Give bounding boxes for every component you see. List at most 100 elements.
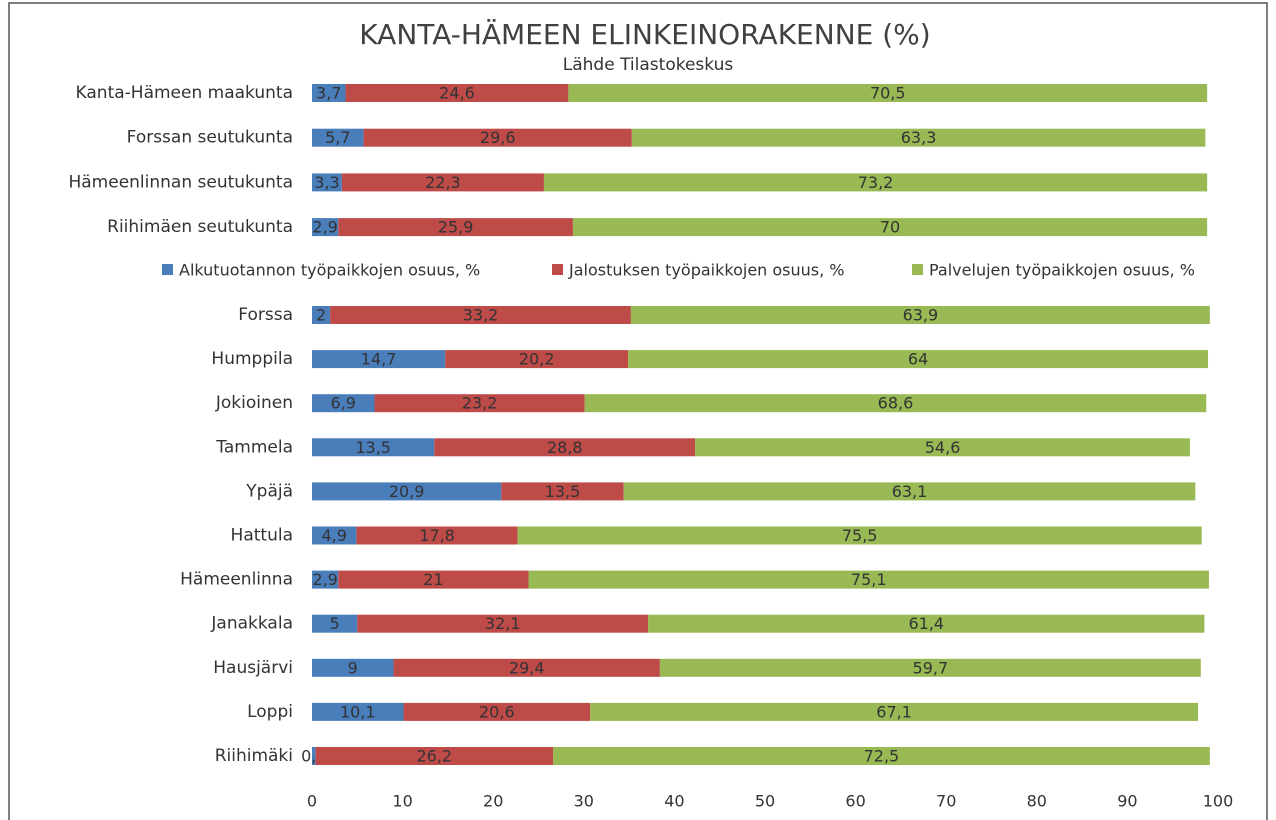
- bar-segment: [631, 128, 1206, 147]
- data-label: 10,1: [340, 702, 376, 721]
- data-label: 24,6: [439, 84, 475, 103]
- data-label: 3,3: [314, 173, 339, 192]
- data-label: 75,5: [842, 526, 878, 545]
- data-label: 20,2: [519, 350, 555, 369]
- y-tick-label: Loppi: [247, 702, 293, 722]
- data-label: 26,2: [416, 747, 452, 766]
- chart-title: KANTA-HÄMEEN ELINKEINORAKENNE (%): [359, 18, 930, 51]
- data-label: 75,1: [851, 570, 887, 589]
- data-label: 29,6: [480, 128, 516, 147]
- bar-segment: [543, 173, 1208, 192]
- x-tick-label: 70: [936, 792, 956, 811]
- y-tick-label: Hausjärvi: [213, 658, 293, 678]
- bar-segment: [338, 570, 529, 589]
- data-label: 70,5: [870, 84, 906, 103]
- data-label: 4,9: [321, 526, 346, 545]
- legend-swatch: [162, 264, 173, 275]
- legend-label: Palvelujen työpaikkojen osuus, %: [929, 261, 1195, 280]
- data-label: 63,1: [892, 482, 928, 501]
- data-label: 33,2: [463, 306, 499, 325]
- data-label: 14,7: [361, 350, 397, 369]
- bar-segment: [517, 526, 1202, 545]
- data-label: 22,3: [425, 173, 461, 192]
- legend-label: Alkutuotannon työpaikkojen osuus, %: [179, 261, 480, 280]
- bar-segment: [312, 526, 357, 545]
- data-label: 59,7: [913, 658, 949, 677]
- data-label: 9: [348, 658, 358, 677]
- bar-segment: [403, 702, 591, 721]
- x-tick-label: 100: [1203, 792, 1234, 811]
- data-label: 13,5: [355, 438, 391, 457]
- data-label: 63,9: [903, 306, 939, 325]
- bar-segment: [445, 350, 629, 369]
- data-label: 6,9: [331, 394, 356, 413]
- y-tick-label: Forssa: [238, 305, 293, 325]
- data-label: 3,7: [316, 84, 341, 103]
- bar-segment: [312, 218, 339, 237]
- bar-segment: [312, 306, 331, 324]
- bar-segment: [312, 482, 502, 501]
- bar-segment: [312, 394, 375, 413]
- bar-segment: [630, 306, 1210, 324]
- data-label: 21: [423, 570, 443, 589]
- data-label: 32,1: [485, 614, 521, 633]
- bar-segment: [363, 128, 632, 147]
- data-label: 2,9: [312, 570, 337, 589]
- bar-segment: [552, 747, 1210, 765]
- data-label: 72,5: [864, 747, 900, 766]
- bar-segment: [528, 570, 1209, 589]
- bar-segment: [341, 173, 544, 192]
- bar-segment: [312, 614, 358, 633]
- y-tick-label: Ypäjä: [245, 481, 293, 501]
- x-tick-label: 80: [1027, 792, 1047, 811]
- bar-segment: [568, 84, 1208, 102]
- bar-segment: [623, 482, 1196, 501]
- y-tick-label: Hattula: [231, 526, 293, 546]
- bar-segment: [312, 658, 394, 677]
- y-tick-label: Hämeenlinna: [180, 570, 293, 590]
- bar-segment: [572, 218, 1208, 237]
- data-label: 68,6: [878, 394, 914, 413]
- bar-segment: [312, 438, 435, 457]
- data-label: 5: [330, 614, 340, 633]
- y-tick-label: Tammela: [215, 437, 293, 457]
- bar-segment: [330, 306, 631, 324]
- y-tick-label: Hämeenlinnan seutukunta: [68, 172, 293, 192]
- legend-swatch: [552, 264, 563, 275]
- data-label: 23,2: [462, 394, 498, 413]
- bar-segment: [393, 658, 660, 677]
- bar-segment: [648, 614, 1205, 633]
- legend-swatch: [912, 264, 923, 275]
- data-label: 5,7: [325, 128, 350, 147]
- bar-segment: [374, 394, 585, 413]
- bar-segment: [312, 702, 404, 721]
- data-label: 63,3: [901, 128, 937, 147]
- bar-segment: [312, 747, 316, 765]
- y-tick-label: Jokioinen: [215, 393, 293, 413]
- y-tick-label: Riihimäen seutukunta: [107, 217, 293, 237]
- bar-segment: [628, 350, 1209, 369]
- bar-segment: [312, 570, 339, 589]
- data-label: 54,6: [925, 438, 961, 457]
- bar-segment: [584, 394, 1207, 413]
- data-label: 20,9: [389, 482, 425, 501]
- bar-segment: [659, 658, 1201, 677]
- y-tick-label: Forssan seutukunta: [127, 128, 293, 148]
- bar-segment: [590, 702, 1199, 721]
- data-label: 70: [880, 218, 900, 237]
- bar-segment: [345, 84, 569, 102]
- bar-segment: [312, 350, 446, 369]
- data-label: 25,9: [438, 218, 474, 237]
- data-label: 13,5: [545, 482, 581, 501]
- data-label: 67,1: [876, 702, 912, 721]
- bar-segment: [434, 438, 696, 457]
- bar-segment: [315, 747, 553, 765]
- data-label: 17,8: [419, 526, 455, 545]
- frame: [8, 2, 1268, 820]
- x-tick-label: 20: [483, 792, 503, 811]
- x-tick-label: 30: [574, 792, 594, 811]
- x-tick-label: 50: [755, 792, 775, 811]
- chart-subtitle: Lähde Tilastokeskus: [563, 55, 734, 75]
- bar-segment: [501, 482, 624, 501]
- bar-segment: [695, 438, 1190, 457]
